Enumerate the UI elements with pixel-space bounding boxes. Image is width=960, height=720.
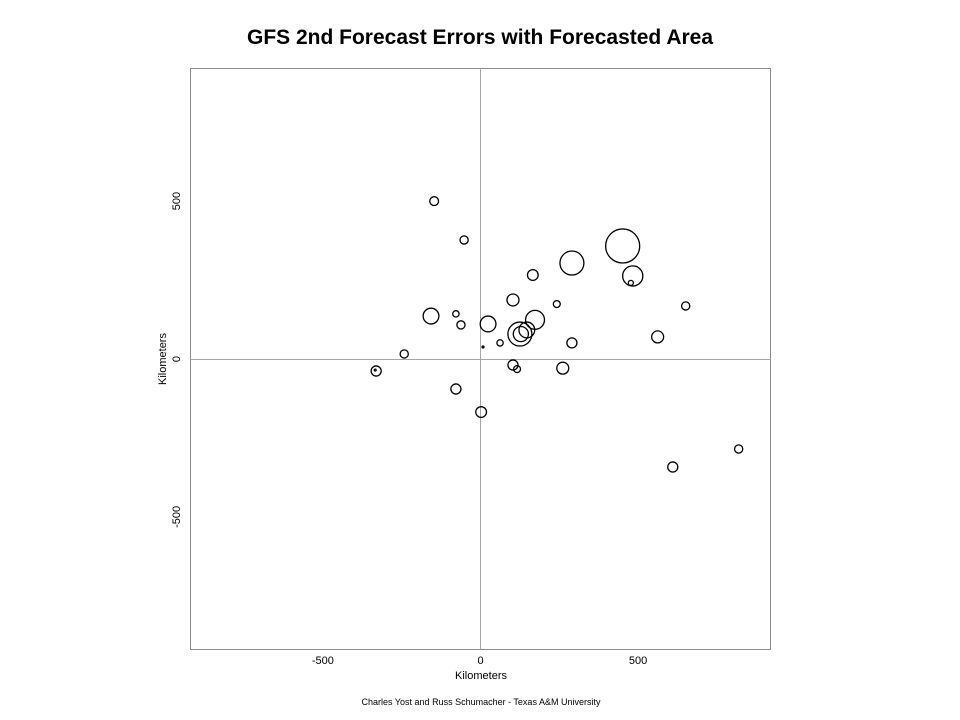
data-point [475,406,488,419]
data-point [556,361,570,375]
data-point [506,293,520,307]
plot-area [190,68,771,650]
y-axis-label: Kilometers [157,333,169,385]
data-point [450,383,462,395]
x-tick-label: 500 [629,655,647,667]
y-tick-label: -500 [171,506,183,528]
x-axis-label: Kilometers [455,670,507,682]
data-point [622,265,644,287]
x-tick-label: 0 [477,655,483,667]
data-point [429,196,440,207]
data-point [422,307,440,325]
data-point [667,461,679,473]
y-tick-label: 0 [171,356,183,362]
data-point [733,444,744,454]
data-point [370,365,382,377]
data-point [507,321,533,347]
data-points [370,196,744,473]
chart-title: GFS 2nd Forecast Errors with Forecasted … [247,26,713,49]
data-point [512,364,522,374]
data-point [680,301,691,311]
data-point [399,349,409,359]
data-point [496,339,504,347]
data-point [507,359,519,371]
data-point [651,330,665,344]
data-point [459,235,469,245]
data-point [526,268,539,282]
data-point [552,299,561,309]
data-point [481,345,485,349]
data-point [452,310,460,318]
y-axis-tick-labels: -500 0 500 [171,192,183,528]
x-tick-label: -500 [312,655,334,667]
data-point [604,228,641,264]
data-point [456,320,466,330]
y-tick-label: 500 [171,192,183,210]
data-point [479,315,497,333]
x-axis-tick-labels: -500 0 500 [312,655,647,667]
data-point [627,279,635,287]
data-point [373,368,377,372]
data-point [559,250,585,276]
data-point [566,337,578,349]
data-point [512,325,530,343]
footer-credit: Charles Yost and Russ Schumacher - Texas… [362,697,601,707]
